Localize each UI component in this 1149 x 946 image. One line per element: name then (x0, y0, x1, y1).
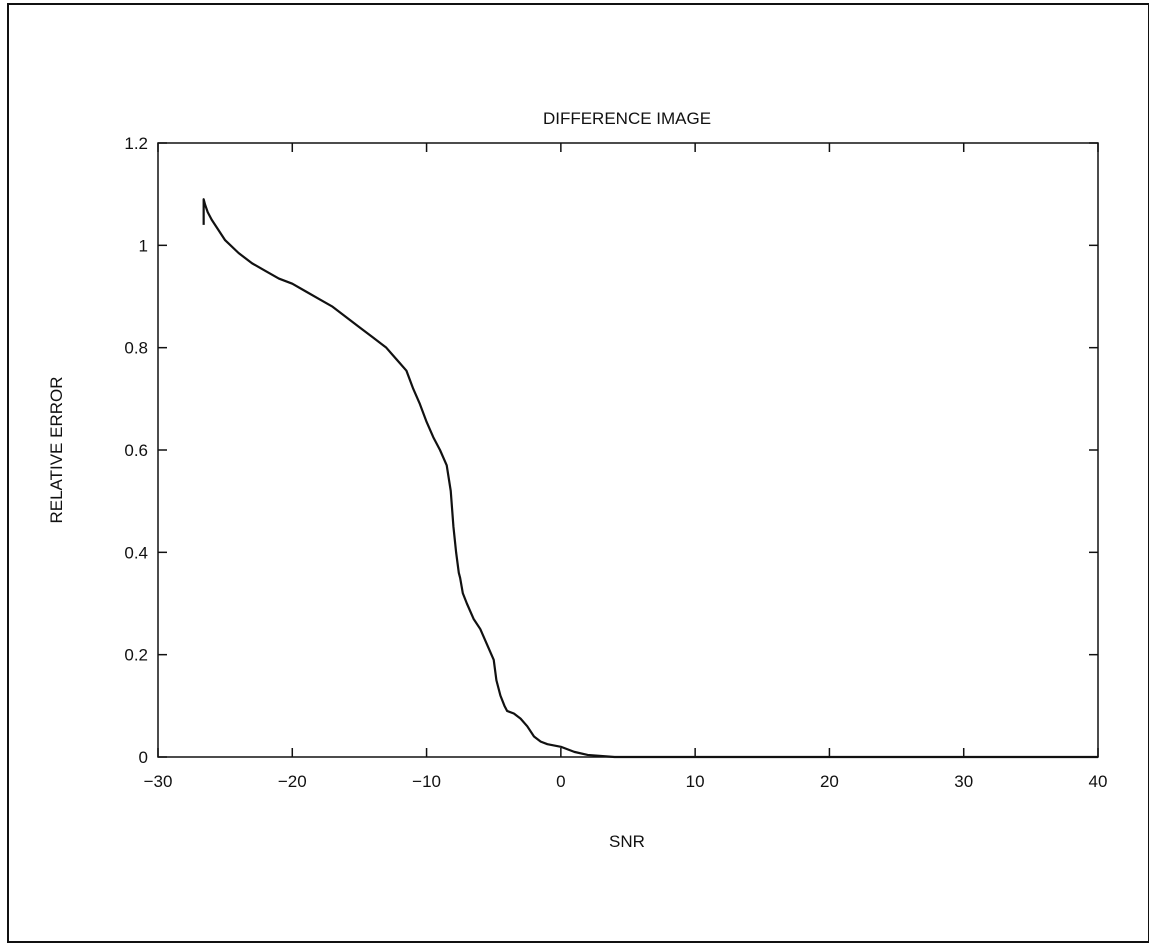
chart-title: DIFFERENCE IMAGE (543, 109, 711, 128)
x-axis-ticks: −30 −20 −10 0 10 20 30 40 (144, 143, 1108, 791)
figure-border (7, 3, 1149, 943)
x-tick-label: −10 (412, 772, 441, 791)
y-tick-label: 0 (139, 748, 148, 767)
y-tick-label: 1 (139, 236, 148, 255)
y-tick-label: 1.2 (124, 134, 148, 153)
x-tick-label: 20 (820, 772, 839, 791)
y-axis-label: RELATIVE ERROR (47, 376, 66, 523)
y-tick-label: 0.2 (124, 646, 148, 665)
series-line (202, 198, 1098, 759)
y-tick-label: 0.6 (124, 441, 148, 460)
x-tick-label: 0 (556, 772, 565, 791)
x-tick-label: 30 (954, 772, 973, 791)
x-tick-label: 40 (1089, 772, 1108, 791)
x-tick-label: −20 (278, 772, 307, 791)
y-tick-label: 0.4 (124, 543, 148, 562)
x-tick-label: 10 (686, 772, 705, 791)
y-tick-label: 0.8 (124, 339, 148, 358)
x-axis-label: SNR (609, 832, 645, 851)
y-axis-ticks: 0 0.2 0.4 0.6 0.8 1 1.2 (124, 134, 1098, 767)
x-tick-label: −30 (144, 772, 173, 791)
